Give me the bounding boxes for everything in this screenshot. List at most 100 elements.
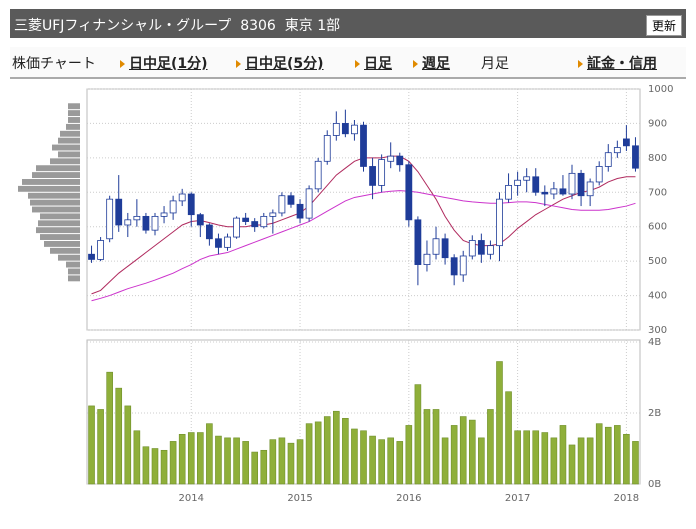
volume-bar xyxy=(577,437,585,485)
candle-body xyxy=(88,253,95,260)
candle-body xyxy=(314,160,322,190)
candle-body xyxy=(323,135,331,162)
volume-bar xyxy=(568,444,576,485)
candle-body xyxy=(224,236,231,248)
volume-profile-bar xyxy=(44,240,80,247)
volume-profile-bar xyxy=(52,144,80,151)
volume-profile-bar xyxy=(38,220,80,227)
volume-bar xyxy=(151,448,159,485)
candle-body xyxy=(387,155,395,162)
candle-body xyxy=(332,123,340,136)
volume-bar xyxy=(197,432,204,485)
volume-profile-bar xyxy=(60,130,80,137)
candle-body xyxy=(541,191,549,195)
volume-profile-bar xyxy=(28,192,80,199)
volume-bar xyxy=(559,425,567,485)
volume-bar xyxy=(351,428,358,485)
candle-body xyxy=(423,253,431,265)
candle-body xyxy=(269,212,277,217)
tab[interactable]: 証金・信用 xyxy=(578,53,657,73)
volume-bar xyxy=(287,442,295,485)
x-tick-label: 2017 xyxy=(505,493,530,504)
candle-body xyxy=(477,240,485,255)
candle-body xyxy=(450,257,458,276)
volume-bar xyxy=(178,433,186,485)
candle-body xyxy=(215,238,222,248)
tab[interactable]: 日中足(5分) xyxy=(236,53,324,73)
volume-tick-label: 4B xyxy=(648,337,661,348)
volume-bar xyxy=(169,441,177,485)
volume-profile-bar xyxy=(36,165,80,172)
volume-bar xyxy=(604,426,612,485)
candle-body xyxy=(341,123,349,135)
volume-bar xyxy=(133,430,141,485)
volume-bar xyxy=(396,441,404,485)
volume-profile-bar xyxy=(30,199,80,206)
candle-body xyxy=(405,164,413,221)
candle-body xyxy=(106,198,114,240)
y-tick-label: 900 xyxy=(648,118,667,129)
volume-profile-bar xyxy=(18,185,80,192)
volume-bar xyxy=(405,425,413,485)
candle-body xyxy=(441,238,449,259)
volume-profile-bar xyxy=(36,227,80,234)
candle-body xyxy=(260,215,268,228)
candle-body xyxy=(632,145,639,169)
candle-body xyxy=(142,215,150,231)
candle-body xyxy=(550,188,558,195)
volume-profile-bar xyxy=(32,206,80,213)
candle-body xyxy=(351,124,358,135)
volume-profile-bar xyxy=(58,254,80,261)
volume-bar xyxy=(505,391,512,485)
candle-body xyxy=(568,172,576,195)
volume-profile-bar xyxy=(32,172,80,179)
volume-profile-bar xyxy=(68,275,80,282)
y-tick-label: 800 xyxy=(648,153,667,164)
tab[interactable]: 日中足(1分) xyxy=(120,53,208,73)
candle-body xyxy=(187,193,195,216)
refresh-button[interactable]: 更新 xyxy=(645,15,682,36)
volume-bar xyxy=(614,425,621,485)
volume-bar xyxy=(432,409,440,485)
volume-tick-label: 0B xyxy=(648,479,661,490)
volume-bar xyxy=(206,423,213,485)
volume-bar xyxy=(251,451,259,485)
volume-bar xyxy=(260,449,268,485)
volume-bar xyxy=(550,437,558,485)
candle-body xyxy=(115,198,123,226)
volume-profile-bar xyxy=(50,158,80,165)
candle-body xyxy=(160,212,168,217)
volume-bar xyxy=(160,449,168,485)
candle-body xyxy=(251,221,259,228)
volume-bar xyxy=(242,441,249,485)
y-tick-label: 400 xyxy=(648,291,667,302)
candle-body xyxy=(559,188,567,195)
candle-body xyxy=(613,147,621,154)
volume-bar xyxy=(414,384,422,485)
candle-body xyxy=(523,176,531,181)
candle-body xyxy=(468,240,476,257)
volume-profile-bar xyxy=(68,268,80,275)
volume-bar xyxy=(233,437,240,485)
volume-profile-bar xyxy=(58,151,80,158)
candle-body xyxy=(305,188,313,219)
volume-bar xyxy=(224,437,231,485)
candle-body xyxy=(505,184,512,200)
tab[interactable]: 週足 xyxy=(413,53,450,73)
y-tick-label: 1000 xyxy=(648,84,673,95)
volume-bar xyxy=(478,437,485,485)
candle-body xyxy=(369,166,376,186)
volume-bar xyxy=(459,416,467,485)
volume-bar xyxy=(369,435,376,485)
candle-body xyxy=(169,200,177,214)
candle-body xyxy=(278,195,286,214)
candle-body xyxy=(396,155,404,166)
volume-bar xyxy=(106,371,113,485)
tab[interactable]: 日足 xyxy=(355,53,392,73)
volume-bar xyxy=(323,416,331,485)
tab-label: 株価チャート xyxy=(12,56,96,72)
volume-bar xyxy=(541,432,549,485)
volume-bar xyxy=(314,421,322,485)
candle-body xyxy=(586,181,594,197)
